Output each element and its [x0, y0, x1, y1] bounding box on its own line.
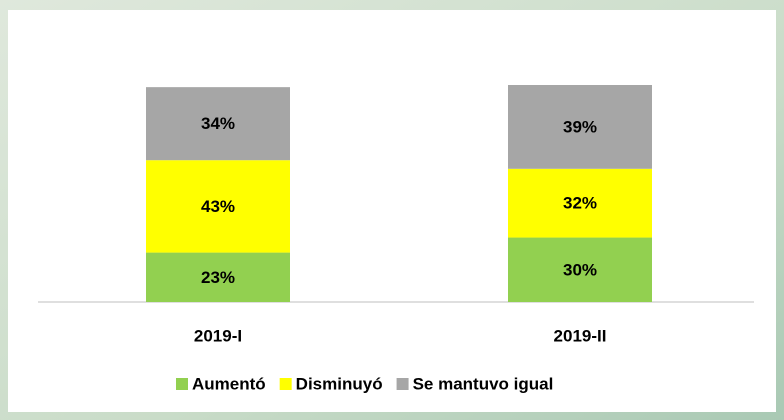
plot-panel [8, 10, 776, 412]
bar-segment [146, 160, 290, 253]
legend-swatch [396, 378, 409, 390]
x-tick-label: 2019-II [554, 326, 607, 345]
data-label: 34% [201, 114, 235, 133]
data-label: 32% [563, 194, 597, 213]
legend-label: Aumentó [192, 374, 266, 393]
x-tick-label: 2019-I [194, 326, 242, 345]
legend-swatch [279, 378, 292, 390]
data-label: 39% [563, 117, 597, 136]
bar-segment [146, 252, 290, 302]
bar-segment [508, 168, 652, 238]
data-label: 30% [563, 260, 597, 279]
bar-segment [508, 237, 652, 302]
legend-label: Se mantuvo igual [413, 374, 554, 393]
data-label: 43% [201, 197, 235, 216]
bar-segment [146, 87, 290, 161]
legend-swatch [176, 378, 188, 390]
data-label: 23% [201, 268, 235, 287]
bar-segment [508, 85, 652, 169]
legend-label: Disminuyó [296, 374, 383, 393]
